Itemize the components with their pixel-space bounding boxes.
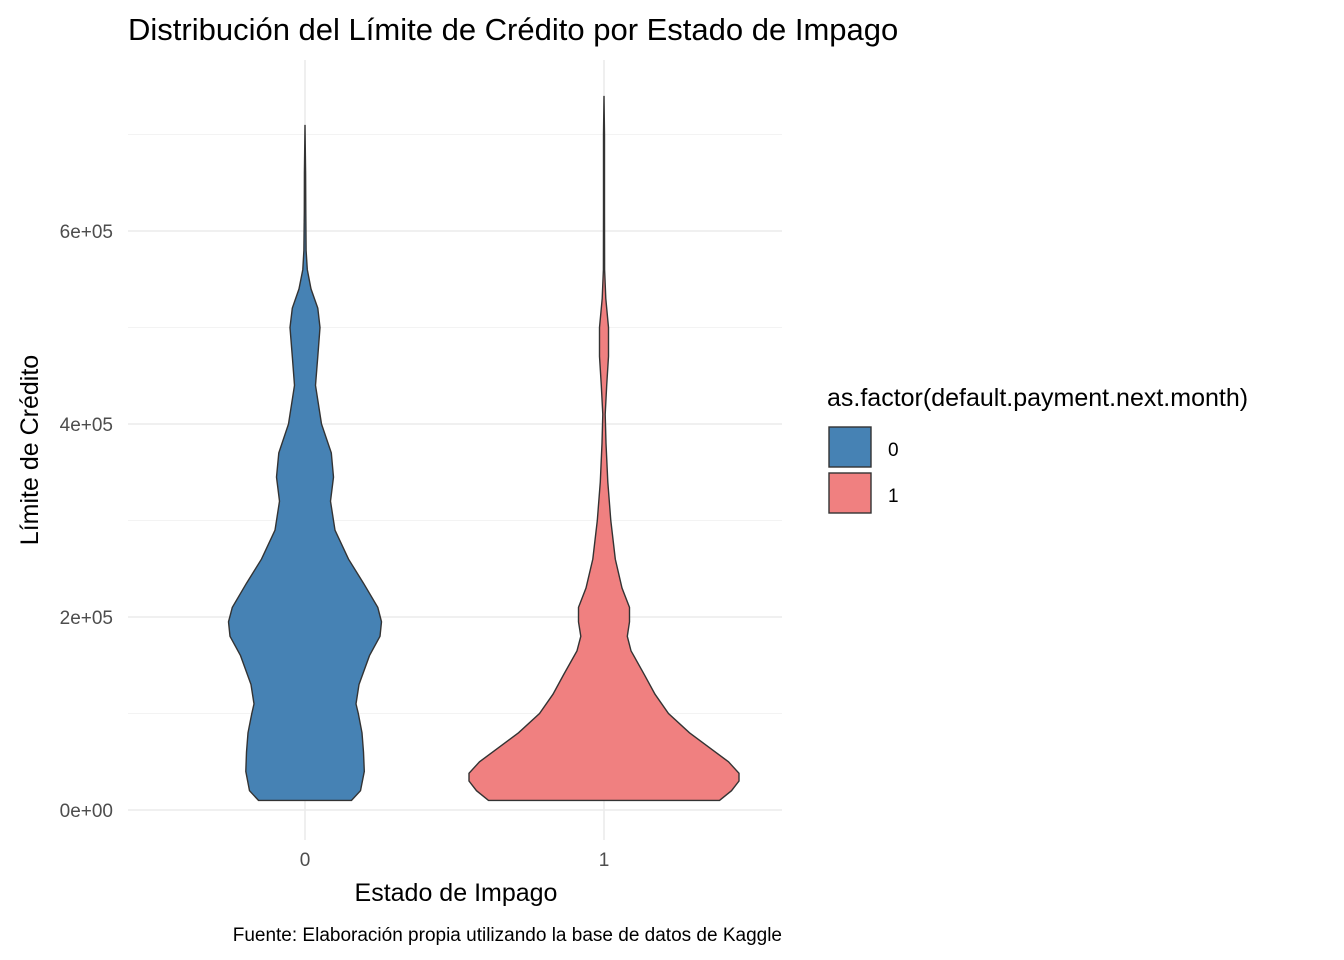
violins bbox=[227, 95, 740, 802]
x-tick-label: 1 bbox=[599, 850, 610, 871]
legend-swatch-0 bbox=[828, 426, 872, 468]
y-tick-label: 2e+05 bbox=[60, 608, 113, 629]
violin-0 bbox=[227, 124, 383, 802]
chart-caption: Fuente: Elaboración propia utilizando la… bbox=[233, 925, 782, 946]
y-tick-label: 4e+05 bbox=[60, 415, 113, 436]
y-axis-ticks: 0e+00 2e+05 4e+05 6e+05 bbox=[60, 222, 113, 822]
chart-title: Distribución del Límite de Crédito por E… bbox=[128, 12, 898, 47]
y-axis-title: Límite de Crédito bbox=[16, 355, 44, 545]
violin-1 bbox=[468, 95, 740, 802]
x-axis-title: Estado de Impago bbox=[355, 879, 558, 907]
legend-label-0: 0 bbox=[888, 440, 899, 461]
legend-label-1: 1 bbox=[888, 486, 899, 507]
y-tick-label: 0e+00 bbox=[60, 801, 113, 822]
grid-lines bbox=[128, 60, 782, 840]
legend: as.factor(default.payment.next.month) 0 … bbox=[827, 384, 1248, 514]
legend-swatch-1 bbox=[828, 472, 872, 514]
x-tick-label: 0 bbox=[300, 850, 311, 871]
y-tick-label: 6e+05 bbox=[60, 222, 113, 243]
legend-title: as.factor(default.payment.next.month) bbox=[827, 384, 1248, 412]
